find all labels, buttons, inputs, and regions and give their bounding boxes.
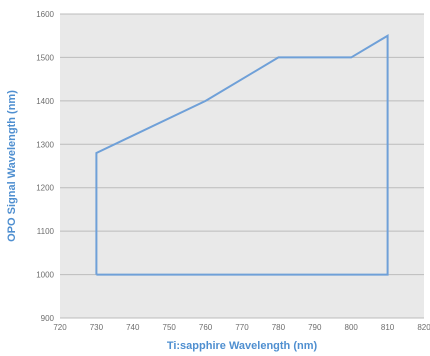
series-layer <box>95 33 389 276</box>
x-tick-label: 720 <box>53 323 67 332</box>
y-axis-ticks: 900 1000 1100 1200 1300 1400 1500 1600 <box>36 10 54 323</box>
x-axis-label: Ti:sapphire Wavelength (nm) <box>167 340 318 352</box>
x-tick-label: 750 <box>163 323 177 332</box>
x-tick-label: 810 <box>381 323 395 332</box>
y-tick-label: 1100 <box>37 227 55 236</box>
y-tick-label: 1300 <box>36 140 54 149</box>
y-tick-label: 900 <box>41 314 55 323</box>
x-tick-label: 760 <box>199 323 213 332</box>
y-tick-label: 1000 <box>36 271 54 280</box>
y-tick-label: 1500 <box>36 53 54 62</box>
x-tick-label: 790 <box>308 323 322 332</box>
x-axis-ticks: 720 730 740 750 760 770 780 790 800 810 820 <box>53 323 430 332</box>
y-axis-label: OPO Signal Wavelength (nm) <box>6 90 18 242</box>
x-tick-label: 800 <box>345 323 359 332</box>
series-line-0 <box>95 33 389 276</box>
x-tick-label: 770 <box>235 323 249 332</box>
y-tick-label: 1200 <box>36 184 54 193</box>
x-tick-label: 740 <box>126 323 140 332</box>
x-tick-label: 730 <box>90 323 104 332</box>
x-tick-label: 820 <box>417 323 430 332</box>
plot-area <box>60 14 424 318</box>
y-tick-label: 1600 <box>36 10 54 19</box>
x-tick-label: 780 <box>272 323 286 332</box>
y-tick-label: 1400 <box>36 97 54 106</box>
